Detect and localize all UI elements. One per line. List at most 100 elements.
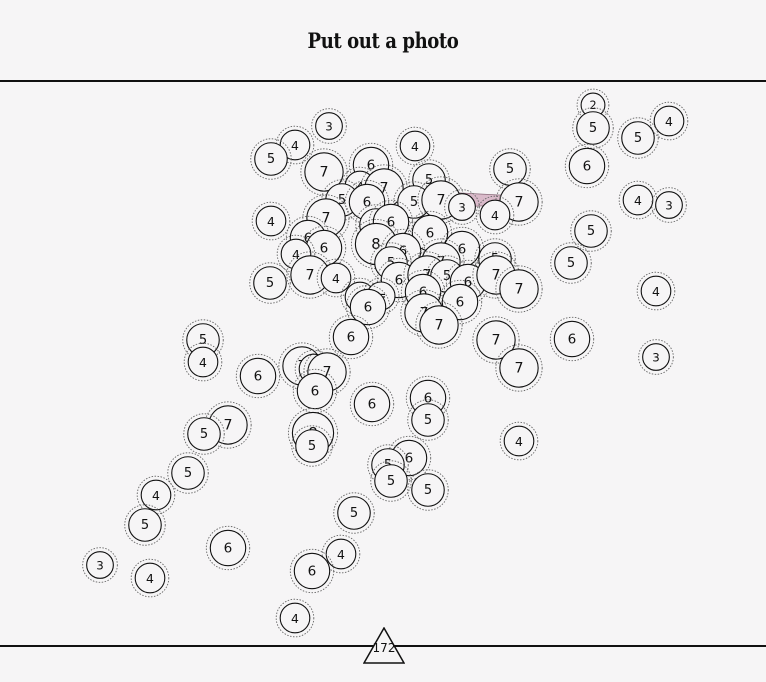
board-node[interactable]: 5 — [250, 138, 292, 180]
board-node[interactable]: 7 — [495, 344, 543, 392]
board-node[interactable]: 4 — [321, 534, 361, 574]
board-node[interactable]: 5 — [183, 413, 225, 455]
board-node[interactable]: 4 — [275, 125, 315, 165]
board-node[interactable]: 4 — [649, 101, 689, 141]
board-node[interactable]: 4 — [275, 598, 315, 638]
node-value: 8 — [371, 236, 380, 253]
triangle-icon — [363, 627, 405, 664]
node-circle — [448, 193, 476, 221]
node-value: 7 — [514, 282, 523, 298]
board-node[interactable]: 7 — [415, 301, 463, 349]
node-halo — [124, 504, 166, 546]
node-value: 4 — [652, 284, 660, 299]
node-value: 5 — [184, 466, 192, 481]
node-circle — [140, 479, 172, 511]
board-node[interactable]: 4 — [475, 195, 515, 235]
board-node[interactable]: 5 — [249, 262, 291, 304]
board-node[interactable]: 3 — [82, 547, 118, 583]
node-circle — [653, 105, 685, 137]
node-circle — [640, 275, 672, 307]
node-value: 6 — [456, 295, 465, 311]
board-node[interactable]: 6 — [205, 525, 251, 571]
node-value: 6 — [583, 159, 592, 175]
node-circle — [279, 602, 311, 634]
score-counter: 172 — [372, 641, 396, 655]
board-node[interactable]: 4 — [251, 201, 291, 241]
node-circle — [621, 121, 655, 155]
node-value: 5 — [589, 121, 597, 136]
node-value: 6 — [254, 369, 263, 385]
node-halo — [415, 301, 463, 349]
node-value: 4 — [152, 488, 160, 503]
board-node[interactable]: 3 — [311, 108, 347, 144]
board-node[interactable]: 6 — [328, 314, 374, 360]
node-value: 3 — [458, 201, 466, 215]
node-value: 4 — [665, 114, 673, 129]
board-node[interactable]: 5 — [570, 210, 612, 252]
node-value: 5 — [200, 427, 208, 442]
board-node[interactable]: 5 — [617, 117, 659, 159]
board-node[interactable]: 5 — [291, 425, 333, 467]
board-node[interactable]: 7 — [495, 265, 543, 313]
node-value: 5 — [387, 474, 395, 489]
node-halo — [287, 407, 339, 459]
board-node[interactable]: 5 — [124, 504, 166, 546]
node-value: 6 — [405, 451, 414, 467]
board-node[interactable]: 3 — [444, 189, 480, 225]
board-node[interactable]: 6 — [235, 353, 281, 399]
node-circle — [411, 403, 445, 437]
node-halo — [572, 107, 614, 149]
board-node[interactable]: 6 — [564, 143, 610, 189]
node-value: 4 — [291, 138, 299, 153]
node-halo — [570, 210, 612, 252]
node-value: 5 — [424, 483, 432, 498]
board-node[interactable]: 5 — [572, 107, 614, 149]
node-halo — [489, 148, 531, 190]
board-node[interactable]: 4 — [618, 180, 658, 220]
board-node[interactable]: 5 — [167, 452, 209, 494]
board-node[interactable]: 5 — [370, 460, 412, 502]
board-node[interactable]: 5 — [407, 469, 449, 511]
node-value: 6 — [568, 332, 577, 348]
node-halo — [205, 525, 251, 571]
node-halo — [407, 469, 449, 511]
board-node[interactable]: 4 — [636, 271, 676, 311]
node-circle — [568, 147, 606, 185]
board-node[interactable]: 6 — [289, 548, 335, 594]
board-node[interactable]: 5 — [550, 242, 592, 284]
board-node[interactable]: 5 — [407, 399, 449, 441]
node-circle — [255, 205, 287, 237]
node-value: 4 — [291, 611, 299, 626]
node-value: 7 — [223, 418, 232, 434]
node-halo — [167, 452, 209, 494]
node-value: 3 — [325, 120, 333, 134]
node-value: 5 — [506, 162, 514, 177]
board-node[interactable]: 6 — [292, 368, 338, 414]
node-value: 5 — [199, 333, 207, 348]
board-node[interactable]: 6 — [349, 381, 395, 427]
board-node[interactable]: 6 — [549, 316, 595, 362]
board-node[interactable]: 4 — [316, 258, 356, 298]
board-node[interactable]: 4 — [499, 421, 539, 461]
node-halo — [182, 319, 224, 361]
board-node[interactable]: 4 — [136, 475, 176, 515]
node-value: 6 — [347, 330, 356, 346]
board-node[interactable]: 5 — [489, 148, 531, 190]
board-node[interactable]: 3 — [651, 187, 687, 223]
node-halo — [183, 413, 225, 455]
node-halo — [311, 108, 347, 144]
node-circle — [295, 429, 329, 463]
board-node[interactable]: 3 — [638, 339, 674, 375]
node-halo — [291, 425, 333, 467]
node-value: 7 — [321, 211, 330, 227]
node-circle — [399, 130, 431, 162]
node-halo — [636, 271, 676, 311]
board-node[interactable]: 4 — [183, 342, 223, 382]
node-value: 7 — [491, 268, 500, 284]
board-node[interactable]: 6 — [345, 284, 391, 330]
board-node[interactable]: 5 — [333, 492, 375, 534]
board-node[interactable]: 4 — [130, 558, 170, 598]
board-node[interactable]: 4 — [395, 126, 435, 166]
board-node[interactable]: 5 — [182, 319, 224, 361]
